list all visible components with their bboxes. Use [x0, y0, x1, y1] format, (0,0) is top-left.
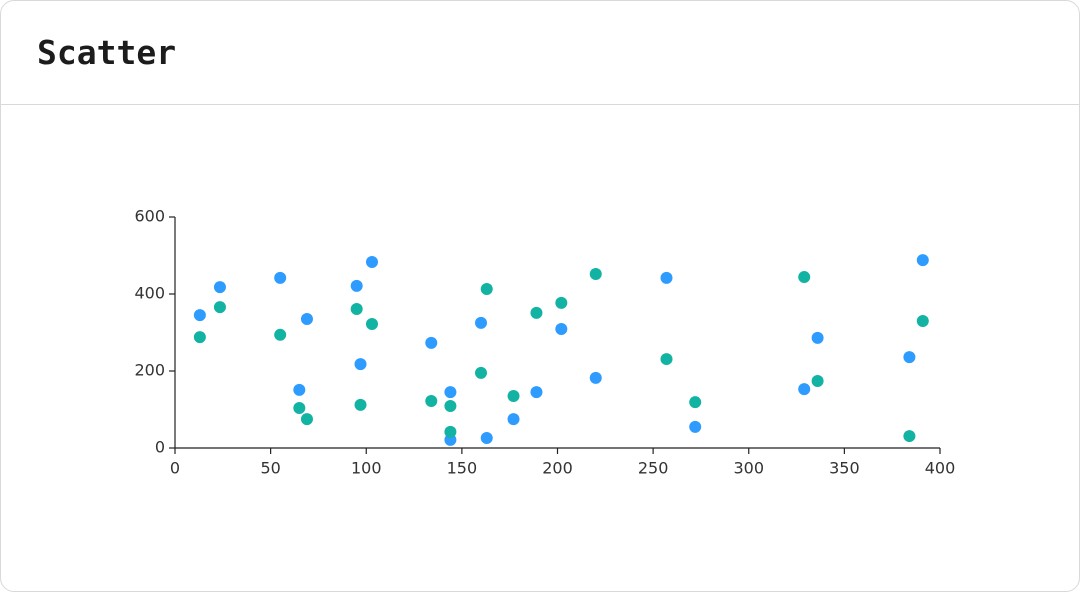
- x-tick-label: 400: [925, 459, 956, 478]
- point: [274, 328, 287, 341]
- point: [480, 282, 493, 295]
- point: [903, 430, 916, 443]
- point: [293, 383, 306, 396]
- point: [689, 420, 702, 433]
- point: [300, 313, 313, 326]
- point: [689, 396, 702, 409]
- x-tick-label: 50: [260, 459, 280, 478]
- point: [475, 316, 487, 329]
- point: [425, 395, 438, 408]
- point: [350, 279, 363, 292]
- point: [193, 309, 206, 322]
- point: [354, 358, 367, 371]
- point: [293, 401, 306, 414]
- point: [365, 256, 378, 269]
- point: [444, 400, 457, 413]
- point: [811, 331, 824, 344]
- x-tick-label: 100: [351, 459, 382, 478]
- point: [444, 386, 457, 399]
- point: [354, 398, 367, 411]
- point: [916, 254, 929, 267]
- point: [660, 271, 673, 284]
- y-tick-label: 400: [134, 284, 165, 303]
- point: [213, 281, 226, 294]
- point: [365, 318, 378, 331]
- point: [475, 366, 487, 379]
- point: [213, 301, 226, 314]
- card-header: Scatter: [1, 1, 1079, 105]
- point: [555, 296, 568, 309]
- point: [589, 371, 602, 384]
- point: [660, 353, 673, 366]
- point: [350, 303, 363, 316]
- point: [300, 413, 313, 426]
- point: [425, 336, 438, 349]
- point: [798, 383, 811, 396]
- point: [589, 267, 602, 280]
- point: [274, 271, 287, 284]
- point: [811, 375, 824, 388]
- point: [480, 431, 493, 444]
- point: [530, 306, 543, 319]
- x-tick-label: 150: [447, 459, 478, 478]
- point: [916, 314, 929, 327]
- point: [798, 271, 811, 284]
- card-title: Scatter: [37, 33, 177, 72]
- x-tick-label: 200: [542, 459, 573, 478]
- point: [193, 331, 206, 344]
- point: [507, 413, 520, 426]
- point: [530, 386, 543, 399]
- x-tick-label: 0: [170, 459, 180, 478]
- point: [555, 323, 568, 336]
- x-tick-label: 250: [638, 459, 669, 478]
- point: [903, 351, 916, 364]
- x-tick-label: 350: [829, 459, 860, 478]
- point: [507, 390, 520, 403]
- point: [444, 425, 457, 438]
- x-tick-label: 300: [733, 459, 764, 478]
- y-tick-label: 0: [155, 438, 165, 457]
- y-tick-label: 600: [134, 207, 165, 226]
- y-tick-label: 200: [134, 361, 165, 380]
